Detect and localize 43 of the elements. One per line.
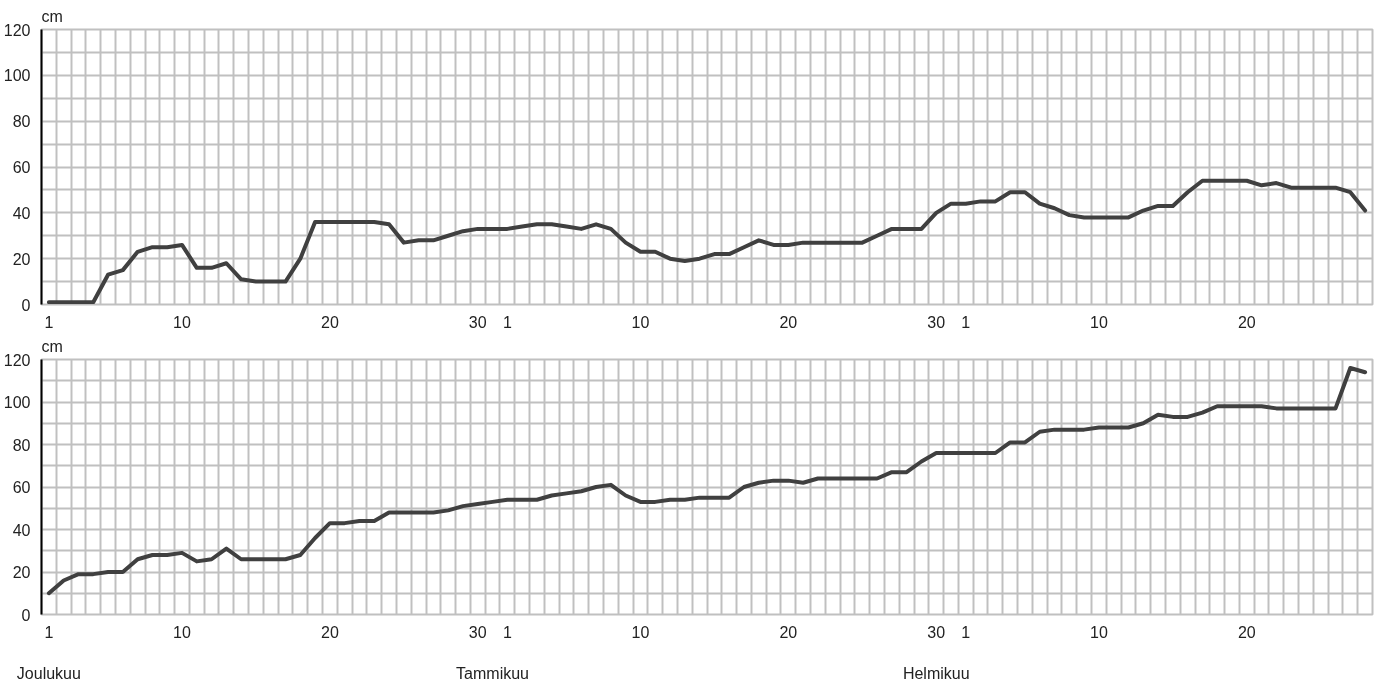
x-tick-label: 10 [1090,623,1108,641]
x-tick-label: 10 [173,623,191,641]
y-tick-label: 80 [12,436,31,454]
x-tick-label: 20 [320,313,339,331]
y-tick-label: 120 [3,21,31,39]
x-tick-label: 1 [502,313,512,331]
y-axis-title: cm [41,7,63,25]
x-tick-label: 30 [927,623,946,641]
y-tick-label: 20 [12,250,31,268]
y-tick-label: 0 [21,606,31,624]
text: Tammikuu [456,664,530,682]
x-tick-label: 30 [468,313,487,331]
x-tick-label: 30 [927,313,946,331]
x-tick-label: 30 [468,623,487,641]
y-tick-label: 120 [3,351,31,369]
y-tick-label: 0 [21,296,31,314]
y-tick-label: 60 [12,479,31,496]
line-series [46,178,1368,305]
y-tick-label: 40 [12,204,31,222]
y-tick-label: 40 [12,521,31,539]
x-tick-label: 20 [1237,623,1256,641]
y-tick-label: 60 [12,159,31,176]
x-tick-label: 1 [44,313,54,331]
y-tick-label: 80 [12,113,31,131]
x-tick-label: 20 [320,623,339,641]
x-tick-label: 1 [44,623,54,641]
y-axis-title: cm [41,337,63,355]
x-tick-label: 20 [779,623,798,641]
y-tick-label: 100 [3,67,31,85]
x-tick-label: 10 [1090,313,1108,331]
text: Joulukuu [16,664,81,682]
y-tick-label: 20 [12,564,31,581]
x-tick-label: 1 [961,313,971,331]
x-tick-label: 20 [779,313,798,331]
line-series [46,366,1368,596]
y-tick-label: 100 [3,394,31,411]
x-tick-label: 10 [173,313,191,331]
text: Helmikuu [902,664,970,682]
x-tick-label: 10 [631,313,650,331]
x-tick-label: 1 [502,623,512,641]
x-tick-label: 20 [1237,313,1256,331]
x-tick-label: 1 [961,623,971,641]
x-tick-label: 10 [631,623,650,641]
